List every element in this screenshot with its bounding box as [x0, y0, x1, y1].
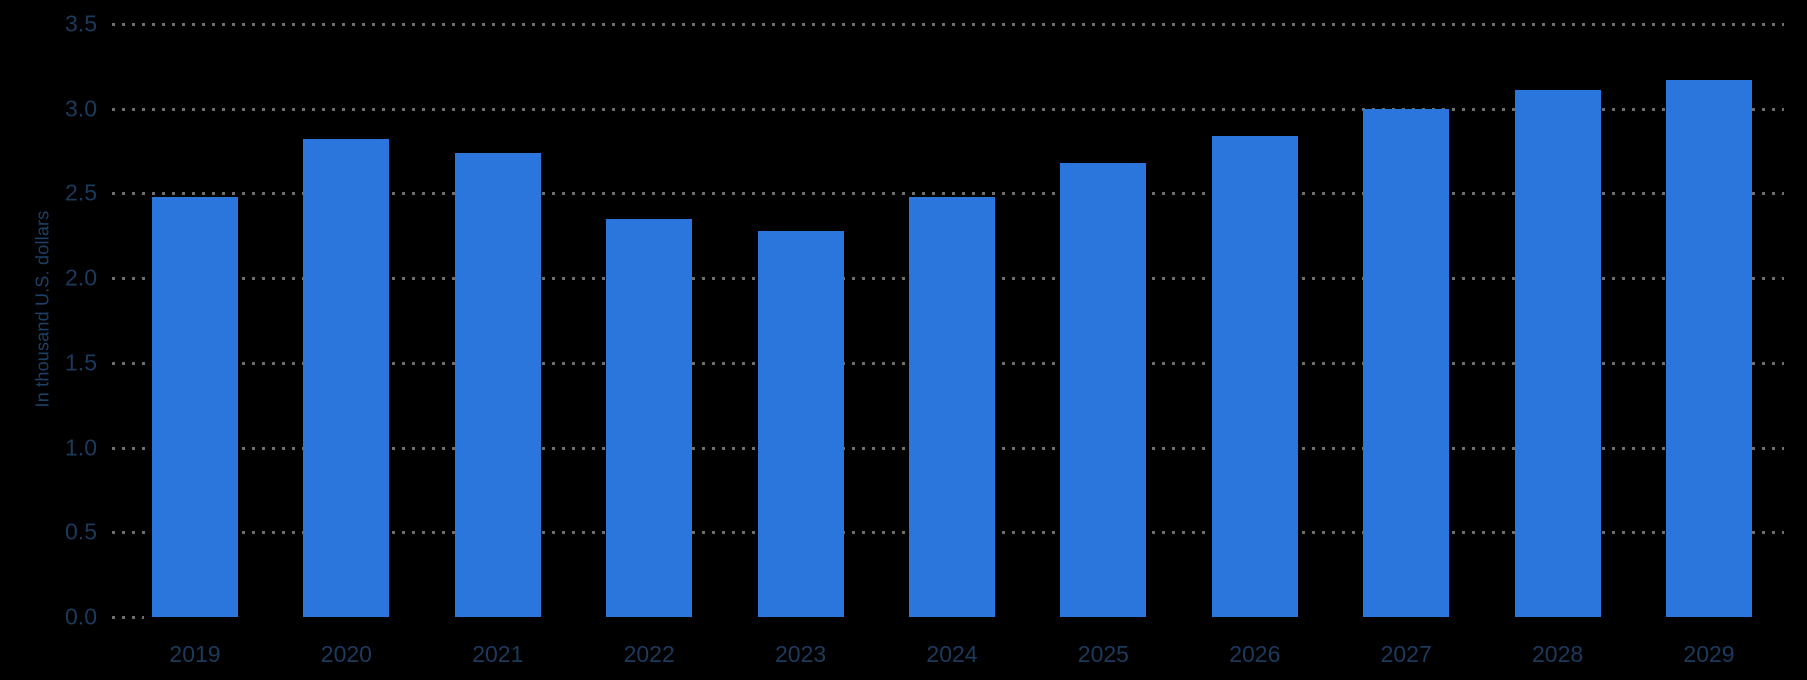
bar-2028	[1514, 90, 1601, 617]
bar-2022	[606, 218, 693, 617]
x-tick-label-2019: 2019	[169, 641, 221, 667]
y-axis-title: In thousand U.S. dollars	[32, 210, 53, 408]
bar-2027	[1363, 108, 1450, 617]
y-tick-label-2.0: 2.0	[65, 264, 97, 291]
gridline-2.5	[112, 192, 1784, 196]
x-tick-label-2028: 2028	[1532, 641, 1584, 667]
bar-2019	[152, 196, 238, 617]
y-tick-label-3.0: 3.0	[65, 95, 97, 122]
bar-2021	[454, 152, 541, 617]
bar-2020	[303, 139, 390, 617]
y-tick-label-1.0: 1.0	[65, 434, 97, 461]
gridline-3.5	[112, 23, 1784, 26]
x-tick-label-2024: 2024	[926, 641, 978, 667]
x-tick-label-2023: 2023	[775, 641, 827, 667]
y-tick-label-2.5: 2.5	[65, 179, 97, 206]
gridline-3.0	[112, 107, 1784, 111]
y-tick-label-0.0: 0.0	[65, 603, 97, 630]
bar-2029	[1666, 79, 1752, 617]
y-tick-label-1.5: 1.5	[65, 349, 97, 376]
x-tick-label-2025: 2025	[1077, 641, 1129, 667]
x-tick-label-2022: 2022	[623, 641, 675, 667]
y-tick-label-3.5: 3.5	[65, 10, 97, 37]
x-tick-label-2026: 2026	[1229, 641, 1281, 667]
x-tick-label-2021: 2021	[472, 641, 524, 667]
x-tick-label-2020: 2020	[320, 641, 372, 667]
gridline-0.0	[112, 616, 144, 619]
bar-2026	[1211, 135, 1298, 617]
bar-2024	[909, 196, 995, 617]
bar-2025	[1060, 162, 1147, 617]
x-tick-label-2027: 2027	[1380, 641, 1432, 667]
bar-2023	[757, 230, 844, 617]
x-tick-label-2029: 2029	[1683, 641, 1735, 667]
y-tick-label-0.5: 0.5	[65, 518, 97, 545]
